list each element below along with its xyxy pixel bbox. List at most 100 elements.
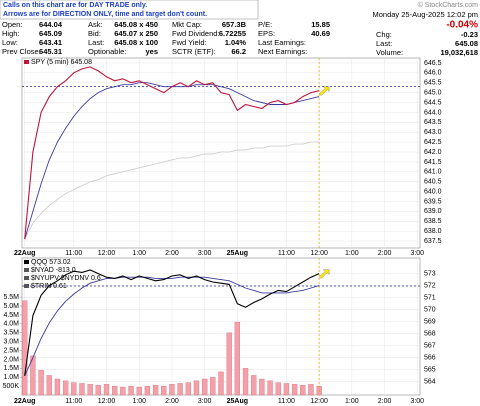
volume-bar — [259, 378, 265, 396]
field-label: Open: — [2, 20, 22, 29]
field-label: Low: — [2, 38, 18, 47]
chart-title: SPY (5 min) 645.08 — [31, 59, 92, 66]
field-label: Volume: — [376, 48, 403, 57]
moving-average — [24, 276, 320, 376]
y2-tick-label: 5.5M — [3, 294, 19, 301]
volume-bar — [79, 383, 85, 396]
x-tick-label: 1:00 — [345, 398, 359, 405]
x-tick-label: 11:00 — [278, 398, 295, 405]
volume-bar — [161, 385, 167, 396]
y-tick-label: 572 — [424, 282, 436, 289]
volume-bar — [308, 384, 314, 396]
y2-tick-label: 3.5M — [3, 330, 19, 337]
y-tick-label: 569 — [424, 319, 436, 326]
y2-tick-label: 4.0M — [3, 321, 19, 328]
chart-title: QQQ 573.02 — [31, 259, 71, 266]
x-tick-label: 25Aug — [227, 398, 248, 405]
x-tick-label: 2:00 — [378, 250, 392, 257]
y-tick-label: 642.0 — [424, 149, 442, 156]
volume-bar — [267, 380, 273, 396]
field-label: Chg: — [376, 30, 392, 39]
x-tick-label: 3:00 — [198, 398, 212, 405]
volume-bar — [251, 375, 257, 396]
x-tick-label: 11:00 — [65, 250, 82, 257]
y-tick-label: 643.5 — [424, 119, 442, 126]
field-label: Next Earnings: — [258, 47, 307, 56]
field-value: 19,032,618 — [440, 48, 478, 57]
x-tick-label: 12:00 — [310, 398, 328, 405]
field-value: 645.08 — [455, 39, 478, 48]
y-tick-label: 639.0 — [424, 208, 442, 215]
field-label: Last: — [88, 38, 104, 47]
y2-tick-label: 2.5M — [3, 347, 19, 354]
x-tick-label: 22Aug — [14, 250, 35, 257]
volume-bar — [291, 384, 298, 396]
direction-arrow — [318, 269, 330, 279]
y-tick-label: 567 — [424, 343, 436, 350]
y-tick-label: 641.0 — [424, 169, 442, 176]
x-tick-label: 12:00 — [98, 250, 116, 257]
y2-tick-label: 1.5M — [3, 365, 19, 372]
field-value: 657.3B — [222, 20, 247, 29]
volume-bar — [22, 300, 28, 396]
volume-bar — [177, 383, 183, 396]
legend-swatch — [24, 284, 29, 288]
y2-tick-label: 4.5M — [3, 312, 19, 319]
y2-tick-label: 500K — [3, 383, 20, 390]
change-pct: -0.04% — [446, 20, 478, 31]
field-value: 40.69 — [311, 29, 330, 38]
field-value: 644.04 — [39, 20, 63, 29]
volume-bar — [169, 384, 175, 396]
legend-text: $NYAD -813.0 — [31, 267, 76, 274]
volume-bar — [87, 384, 93, 396]
volume-bar — [242, 368, 249, 396]
y-tick-label: 645.0 — [424, 89, 442, 96]
volume-bar — [120, 386, 126, 396]
field-value: -0.23 — [461, 30, 478, 39]
notice-line: Calls on this chart are for DAY TRADE on… — [3, 2, 147, 9]
y-tick-label: 644.0 — [424, 109, 442, 116]
field-label: SCTR (ETF): — [172, 47, 216, 56]
field-label: High: — [2, 29, 20, 38]
volume-bar — [144, 385, 151, 396]
field-value: 66.2 — [231, 47, 246, 56]
x-tick-label: 25Aug — [227, 250, 248, 257]
y-tick-label: 568 — [424, 331, 436, 338]
y-tick-label: 564 — [424, 379, 436, 386]
volume-bar — [38, 369, 44, 396]
field-value: 645.07 x 250 — [114, 29, 158, 38]
y-tick-label: 640.5 — [424, 179, 442, 186]
legend-swatch — [24, 276, 29, 280]
y-tick-label: 645.5 — [424, 80, 442, 87]
legend-text: $NYUPV:$NYDNV 0.6 — [31, 275, 101, 282]
x-tick-label: 11:00 — [278, 250, 295, 257]
y-tick-label: 565 — [424, 367, 436, 374]
x-tick-label: 11:00 — [65, 398, 82, 405]
volume-bar — [300, 385, 306, 396]
y-tick-label: 639.5 — [424, 198, 442, 205]
y-tick-label: 646.5 — [424, 60, 442, 67]
field-value: yes — [145, 47, 158, 56]
field-value: 1.04% — [225, 38, 247, 47]
field-value: 645.08 x 100 — [114, 38, 158, 47]
x-tick-label: 3:00 — [410, 398, 424, 405]
field-value: 6.72255 — [219, 29, 246, 38]
volume-bar — [152, 385, 159, 396]
y-tick-label: 638.0 — [424, 228, 442, 235]
volume-bar — [185, 382, 191, 396]
volume-bar — [30, 355, 36, 396]
y-tick-label: 646.0 — [424, 70, 442, 77]
legend-swatch — [24, 268, 29, 272]
y-tick-label: 566 — [424, 355, 436, 362]
y2-tick-label: 2.0M — [3, 356, 19, 363]
x-tick-label: 22Aug — [14, 398, 35, 405]
y-tick-label: 570 — [424, 307, 436, 314]
volume-bar — [128, 385, 134, 396]
y-tick-label: 637.5 — [424, 238, 442, 245]
legend-text: $TRIN 0.61 — [31, 283, 67, 290]
volume-bar — [218, 371, 224, 396]
volume-bar — [71, 382, 77, 396]
field-value: 15.85 — [311, 20, 330, 29]
y2-tick-label: 3.0M — [3, 338, 19, 345]
